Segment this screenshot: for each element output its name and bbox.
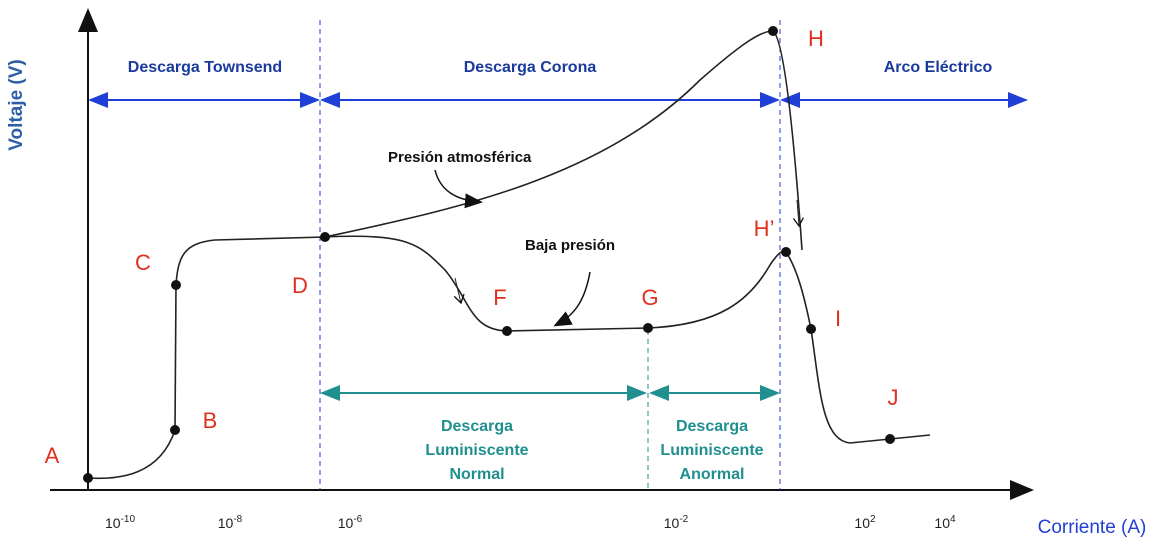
point [502, 326, 512, 336]
point-label: F [493, 285, 506, 310]
point [320, 232, 330, 242]
point [171, 280, 181, 290]
x-tick-label: 102 [854, 514, 876, 531]
curve-low-pressure [87, 235, 931, 480]
point-label: A [45, 443, 60, 468]
glow-label: Anormal [680, 466, 745, 483]
pointer [434, 169, 483, 209]
x-tick-label: 10-10 [105, 514, 135, 531]
region-label: Descarga Townsend [128, 59, 282, 76]
region-label: Arco Eléctrico [884, 59, 993, 76]
curve-label: Presión atmosférica [388, 149, 532, 166]
glow-label: Luminiscente [425, 442, 528, 459]
point-label: C [135, 250, 151, 275]
point-label: D [292, 273, 308, 298]
point-label: H [808, 26, 824, 51]
x-ticks: 10-10 10-8 10-6 10-2 102 104 [105, 514, 956, 531]
direction-arrow [453, 277, 465, 305]
x-tick-label: 10-2 [664, 514, 689, 531]
x-tick-label: 10-8 [218, 514, 243, 531]
point-label: J [888, 385, 899, 410]
point [885, 434, 895, 444]
point-label: H’ [754, 216, 775, 241]
x-tick-label: 10-6 [338, 514, 363, 531]
direction-arrow [792, 199, 804, 228]
point [83, 473, 93, 483]
glow-label: Luminiscente [660, 442, 763, 459]
curve-label: Baja presión [525, 237, 615, 254]
x-tick-label: 104 [934, 514, 956, 531]
point [768, 26, 778, 36]
y-label: Voltaje (V) [6, 59, 27, 151]
point-label: I [835, 306, 841, 331]
point [781, 247, 791, 257]
region-label: Descarga Corona [464, 59, 597, 76]
glow-label: Descarga [676, 418, 748, 435]
point [170, 425, 180, 435]
point [643, 323, 653, 333]
point-label: G [641, 285, 658, 310]
point-label: B [203, 408, 218, 433]
pointer [553, 271, 591, 327]
x-label: Corriente (A) [1038, 517, 1147, 538]
point [806, 324, 816, 334]
glow-label: Normal [449, 466, 504, 483]
points [83, 26, 895, 483]
glow-label: Descarga [441, 418, 513, 435]
